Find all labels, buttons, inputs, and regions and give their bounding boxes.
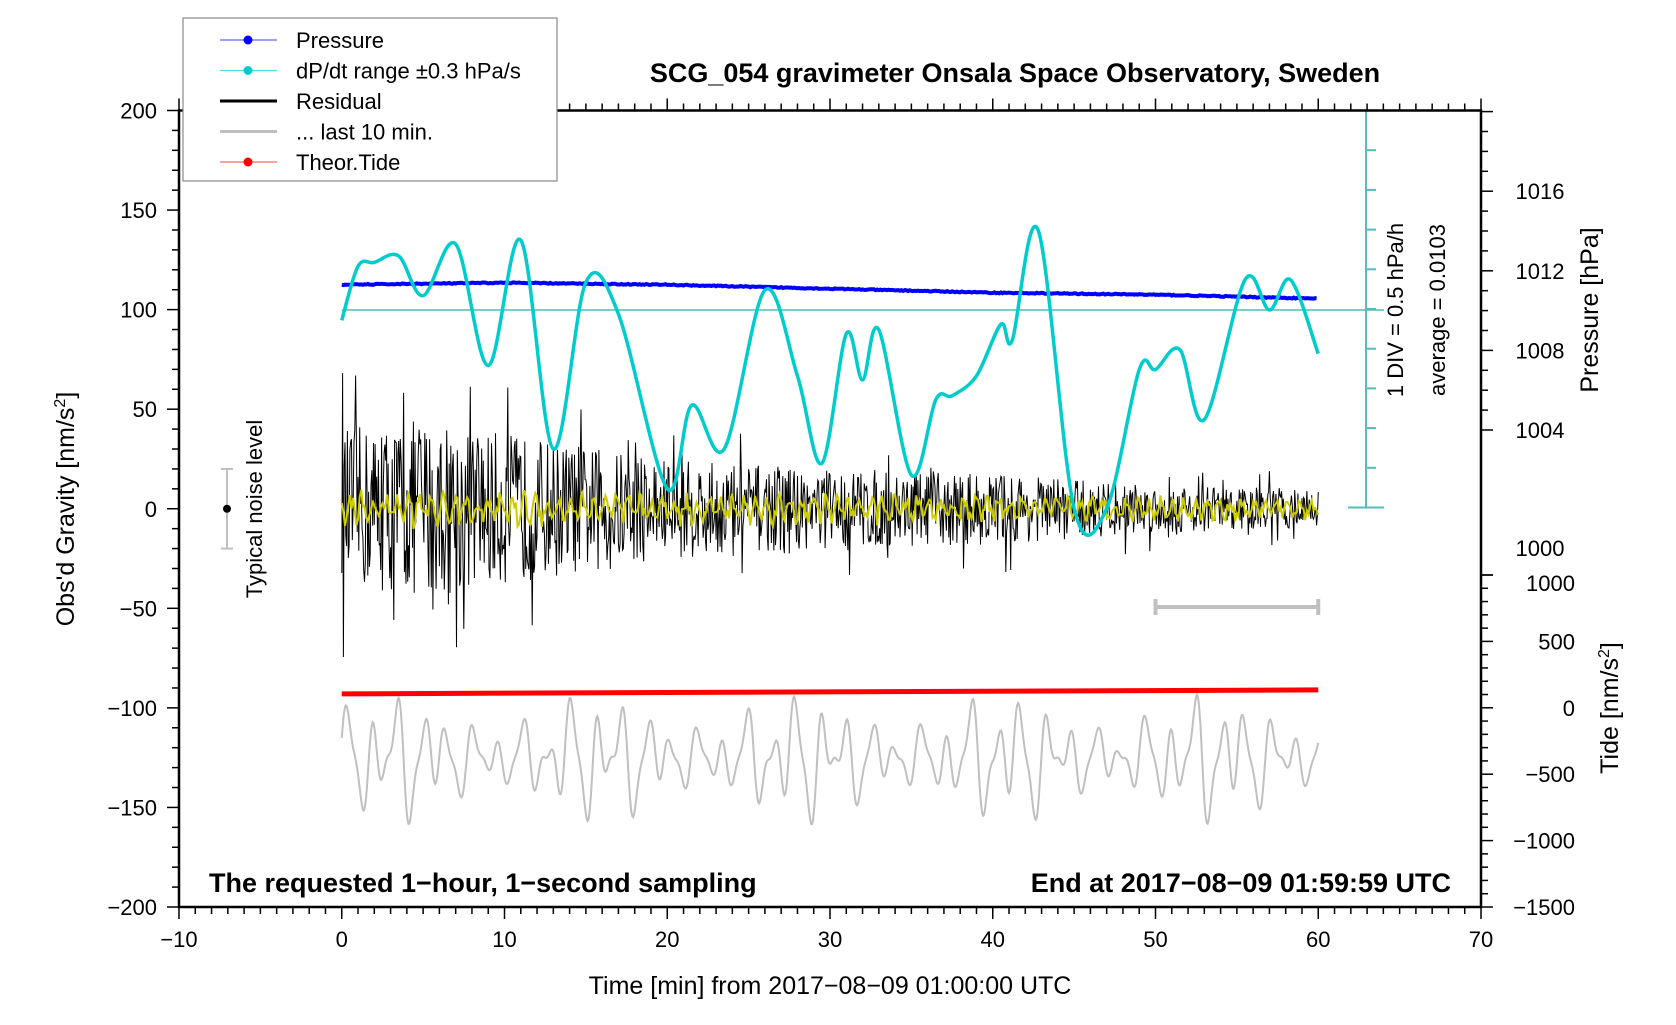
pressure-tick-label: 1000	[1516, 536, 1565, 561]
x-tick-label: 30	[818, 927, 842, 952]
pressure-tick-label: 1004	[1516, 418, 1565, 443]
footer-left: The requested 1−hour, 1−second sampling	[209, 868, 757, 898]
legend-marker	[243, 35, 253, 45]
tide-tick-label: −1500	[1513, 895, 1575, 920]
pressure-tick-label: 1008	[1516, 338, 1565, 363]
y-tick-label: 150	[120, 198, 157, 223]
legend-marker	[243, 157, 253, 167]
x-tick-label: 10	[492, 927, 516, 952]
series-layer	[221, 109, 1384, 826]
tide-tick-label: 1000	[1526, 571, 1575, 596]
dpdt-line	[340, 225, 1320, 537]
y-tick-label: 0	[145, 497, 157, 522]
y-tick-label: 100	[120, 298, 157, 323]
y-axis-label: Obs'd Gravity [nm/s2]	[52, 392, 80, 627]
x-tick-label: 50	[1143, 927, 1167, 952]
plot-frame	[177, 109, 1483, 909]
tide-axis-label-end: ]	[1596, 642, 1624, 649]
noise-label: Typical noise level	[242, 420, 267, 599]
tide-tick-label: 500	[1538, 629, 1575, 654]
y-axis-label-main: Obs'd Gravity [nm/s	[52, 408, 80, 627]
y-tick-label: −150	[107, 795, 157, 820]
pressure-tick-label: 1012	[1516, 259, 1565, 284]
legend-label: Theor.Tide	[296, 150, 400, 175]
theor-tide-line	[341, 687, 1319, 697]
legend-item: Residual	[220, 89, 382, 114]
y-axis-label-sup: 2	[52, 399, 69, 408]
tide-tick-label: 0	[1563, 696, 1575, 721]
tide-tick-label: −500	[1525, 762, 1575, 787]
legend-label: ... last 10 min.	[296, 120, 433, 145]
last-10-min-line	[340, 692, 1320, 826]
y-tick-label: 200	[120, 99, 157, 124]
residual-line	[341, 373, 1319, 658]
x-tick-label: −10	[160, 927, 197, 952]
legend-item: Theor.Tide	[220, 150, 400, 175]
legend: Pressure dP/dt range ±0.3 hPa/s Residual..…	[182, 17, 558, 182]
pressure-line	[341, 280, 1317, 301]
legend-label: dP/dt range ±0.3 hPa/s	[296, 59, 521, 84]
tide-axis-label-sup: 2	[1596, 649, 1613, 658]
pressure-axis-label: Pressure [hPa]	[1576, 227, 1604, 392]
legend-item: Pressure	[220, 28, 384, 53]
tide-axis-label-main: Tide [nm/s	[1596, 658, 1624, 774]
axis-ticks: −10 0 10 20 30 40 50 60 70200150100500−50−100−15…	[107, 98, 1575, 952]
legend-item: dP/dt range ±0.3 hPa/s	[220, 59, 521, 84]
legend-label: Residual	[296, 89, 382, 114]
footer-right: End at 2017−08−09 01:59:59 UTC	[1031, 868, 1451, 898]
chart-title: SCG_054 gravimeter Onsala Space Observat…	[650, 58, 1380, 88]
y-tick-label: −50	[120, 596, 157, 621]
noise-dot	[223, 504, 231, 513]
x-tick-label: 60	[1306, 927, 1330, 952]
tide-tick-label: −1000	[1513, 829, 1575, 854]
residual-filtered-line	[340, 488, 1320, 530]
x-tick-label: 0	[336, 927, 348, 952]
x-axis-label: Time [min] from 2017−08−09 01:00:00 UTC	[589, 972, 1072, 1000]
dpdt-div-label: 1 DIV = 0.5 hPa/h	[1383, 223, 1408, 397]
pressure-tick-label: 1016	[1516, 179, 1565, 204]
legend-item: ... last 10 min.	[220, 120, 433, 145]
y-tick-label: 50	[133, 397, 157, 422]
tide-axis-label: Tide [nm/s2]	[1596, 642, 1624, 774]
y-tick-label: −100	[107, 696, 157, 721]
x-tick-label: 40	[981, 927, 1005, 952]
legend-marker	[243, 66, 253, 75]
y-axis-label-end: ]	[52, 392, 80, 399]
dpdt-average-label: average = 0.0103	[1425, 224, 1450, 396]
x-tick-label: 70	[1469, 927, 1493, 952]
x-tick-label: 20	[655, 927, 679, 952]
y-tick-label: −200	[107, 895, 157, 920]
legend-label: Pressure	[296, 28, 384, 53]
